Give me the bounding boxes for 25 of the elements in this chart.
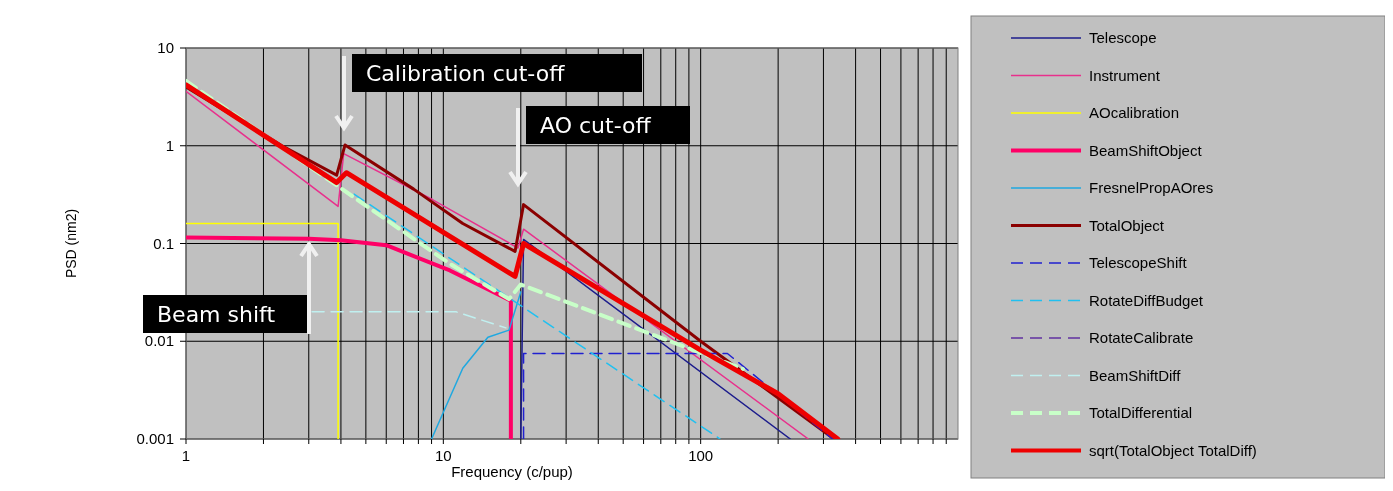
- y-tick-label: 1: [165, 136, 174, 154]
- annotation: Calibration cut-off: [366, 61, 566, 86]
- legend-label: TotalObject: [1089, 216, 1165, 234]
- legend-label: RotateDiffBudget: [1089, 291, 1204, 309]
- y-axis-title: PSD (nm2): [63, 208, 79, 279]
- x-tick-label: 100: [688, 447, 714, 464]
- y-tick-label: 0.001: [136, 430, 174, 447]
- legend-label: Instrument: [1089, 66, 1161, 84]
- legend-label: TelescopeShift: [1089, 254, 1188, 271]
- legend-label: TotalDifferential: [1089, 404, 1193, 421]
- legend-label: AOcalibration: [1089, 104, 1180, 121]
- x-tick-label: 10: [434, 447, 452, 464]
- y-tick-label: 10: [157, 39, 174, 56]
- legend-label: sqrt(TotalObject TotalDiff): [1089, 441, 1257, 459]
- y-tick-label: 0.1: [153, 234, 174, 252]
- legend-label: RotateCalibrate: [1089, 329, 1194, 346]
- legend-label: Telescope: [1089, 29, 1157, 46]
- x-axis-title: Frequency (c/pup): [451, 463, 573, 480]
- legend-label: BeamShiftDiff: [1089, 366, 1182, 384]
- annotation: AO cut-off: [540, 113, 652, 138]
- annotation: Beam shift: [157, 302, 276, 327]
- x-tick-label: 1: [181, 447, 191, 464]
- legend-label: BeamShiftObject: [1089, 141, 1203, 159]
- legend-label: FresnelPropAOres: [1089, 179, 1214, 196]
- y-tick-label: 0.01: [144, 332, 174, 350]
